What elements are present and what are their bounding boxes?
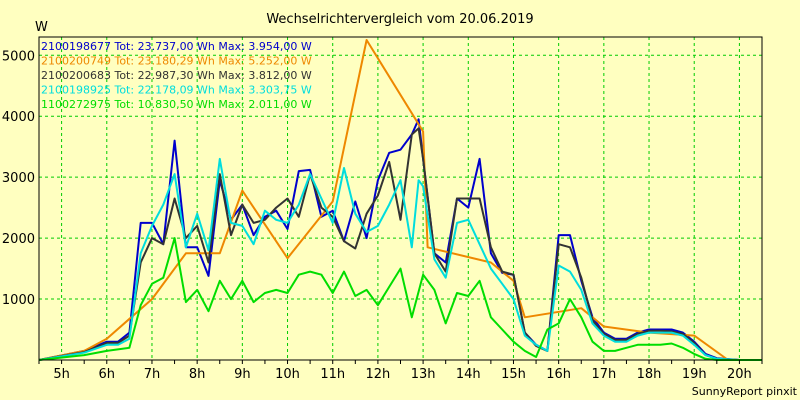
series-line-2100198925 bbox=[38, 157, 762, 361]
legend-entry-1100272975: 1100272975 Tot: 10.830,50 Wh Max: 2.011,… bbox=[41, 98, 312, 111]
series-line-2100200749 bbox=[38, 39, 762, 361]
x-tick-label-19: 19h bbox=[682, 367, 707, 382]
axis-layer bbox=[38, 36, 763, 364]
y-tick-label-5000: 5000 bbox=[2, 49, 35, 64]
x-tick-label-12: 12h bbox=[366, 367, 391, 382]
tick-label-layer: 1000 2000 3000 4000 5000 5h 6h 7h 8h 9h 10h 11h 12h 1… bbox=[2, 49, 752, 382]
x-tick-label-15: 15h bbox=[501, 367, 526, 382]
credit-label: SunnyReport pinxit bbox=[692, 385, 798, 398]
series-layer bbox=[38, 39, 762, 361]
plot-frame bbox=[38, 36, 763, 361]
x-tick-label-9: 9h bbox=[234, 367, 251, 382]
legend-entry-2100200749: 2100200749 Tot: 23.180,29 Wh Max: 5.252,… bbox=[41, 55, 312, 68]
x-tick-label-20: 20h bbox=[727, 367, 752, 382]
legend-entry-2100200683: 2100200683 Tot: 22.987,30 Wh Max: 3.812,… bbox=[41, 69, 312, 82]
y-tick-label-2000: 2000 bbox=[2, 232, 35, 247]
legend-entry-2100198677: 2100198677 Tot: 23.737,00 Wh Max: 3.954,… bbox=[41, 40, 312, 53]
legend: 2100198677 Tot: 23.737,00 Wh Max: 3.954,… bbox=[41, 40, 312, 111]
x-tick-label-7: 7h bbox=[144, 367, 161, 382]
x-tick-label-13: 13h bbox=[411, 367, 436, 382]
legend-entry-2100198925: 2100198925 Tot: 22.178,09 Wh Max: 3.303,… bbox=[41, 84, 312, 97]
series-line-1100272975 bbox=[38, 237, 762, 361]
y-axis-unit-label: W bbox=[35, 20, 48, 35]
x-tick-label-5: 5h bbox=[53, 367, 70, 382]
x-tick-label-16: 16h bbox=[546, 367, 571, 382]
x-tick-label-17: 17h bbox=[591, 367, 616, 382]
x-tick-label-11: 11h bbox=[320, 367, 345, 382]
y-tick-label-1000: 1000 bbox=[2, 293, 35, 308]
chart-title: Wechselrichtervergleich vom 20.06.2019 bbox=[266, 12, 533, 27]
series-line-2100198677 bbox=[38, 118, 762, 361]
x-tick-label-18: 18h bbox=[637, 367, 662, 382]
x-tick-label-8: 8h bbox=[189, 367, 206, 382]
x-tick-label-10: 10h bbox=[275, 367, 300, 382]
series-line-2100200683 bbox=[38, 127, 762, 361]
y-tick-label-3000: 3000 bbox=[2, 171, 35, 186]
x-tick-label-14: 14h bbox=[456, 367, 481, 382]
y-tick-label-4000: 4000 bbox=[2, 110, 35, 125]
x-tick-label-6: 6h bbox=[99, 367, 116, 382]
